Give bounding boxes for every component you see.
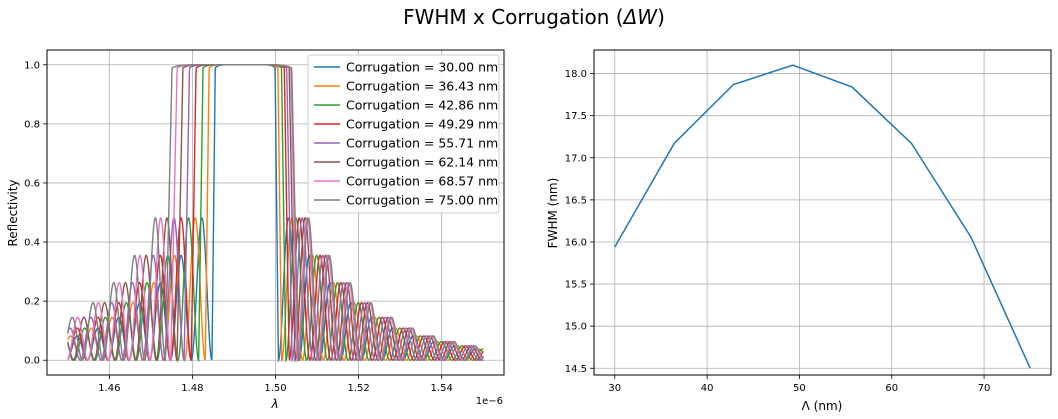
legend-entry-label: Corrugation = 42.86 nm	[346, 98, 498, 113]
reflectivity-y-tick-label: 0.4	[24, 238, 40, 249]
fwhm-grid	[594, 50, 1051, 375]
fwhm-series-line	[614, 64, 1031, 369]
legend-entry-label: Corrugation = 62.14 nm	[346, 155, 498, 170]
reflectivity-x-scale-label: 1e−6	[476, 396, 503, 407]
fwhm-ticks: 30 40 50 60 70 14.5 15.0 15.5 16.0 16.5 17.0 17.5 18…	[565, 69, 991, 394]
fwhm-chart: 30 40 50 60 70 14.5 15.0 15.5 16.0 16.5 17.0 17.5 18…	[546, 49, 1052, 413]
fwhm-x-tick-label: 60	[885, 383, 898, 394]
fwhm-axes-frame	[593, 49, 1052, 376]
fwhm-x-tick-label: 40	[701, 383, 714, 394]
reflectivity-y-axis-label: Reflectivity	[6, 179, 20, 246]
reflectivity-series-line	[67, 64, 484, 363]
fwhm-y-tick-label: 16.5	[565, 195, 587, 206]
fwhm-x-tick-label: 70	[978, 383, 991, 394]
reflectivity-y-tick-label: 0.2	[24, 297, 40, 308]
reflectivity-x-tick-label: 1.54	[431, 383, 453, 394]
reflectivity-y-tick-label: 0.0	[24, 356, 40, 367]
fwhm-y-tick-label: 16.0	[565, 237, 587, 248]
reflectivity-ticks: 1.46 1.48 1.50 1.52 1.54 0.0 0.2 0.4 0.6 0.8 1.0	[24, 60, 453, 394]
fwhm-y-tick-label: 17.0	[565, 153, 587, 164]
fwhm-lines	[614, 64, 1031, 369]
reflectivity-legend: Corrugation = 30.00 nm Corrugation = 36.4…	[307, 54, 500, 214]
reflectivity-x-tick-label: 1.46	[98, 383, 120, 394]
reflectivity-chart: 1.46 1.48 1.50 1.52 1.54 0.0 0.2 0.4 0.6 0.8 1.0 λ…	[6, 49, 505, 411]
reflectivity-y-tick-label: 0.8	[24, 119, 40, 130]
fwhm-y-tick-label: 14.5	[565, 364, 587, 375]
legend-entry-label: Corrugation = 49.29 nm	[346, 117, 498, 132]
legend-entry-label: Corrugation = 36.43 nm	[346, 79, 498, 94]
legend-box	[307, 54, 500, 214]
reflectivity-y-tick-label: 0.6	[24, 178, 40, 189]
reflectivity-x-tick-label: 1.52	[347, 383, 369, 394]
fwhm-y-tick-label: 18.0	[565, 69, 587, 80]
reflectivity-x-axis-label: λ	[270, 397, 278, 411]
reflectivity-x-tick-label: 1.50	[264, 383, 286, 394]
fwhm-y-axis-label: FWHM (nm)	[546, 178, 560, 249]
legend-entry-label: Corrugation = 30.00 nm	[346, 60, 498, 75]
reflectivity-lines	[67, 64, 484, 363]
fwhm-y-tick-label: 15.0	[565, 322, 587, 333]
reflectivity-y-tick-label: 1.0	[24, 60, 40, 71]
fwhm-x-tick-label: 50	[793, 383, 806, 394]
legend-entry-label: Corrugation = 55.71 nm	[346, 136, 498, 151]
figure-title: FWHM x Corrugation (ΔW)	[403, 5, 665, 29]
reflectivity-x-tick-label: 1.48	[181, 383, 203, 394]
fwhm-y-tick-label: 15.5	[565, 280, 587, 291]
fwhm-x-tick-label: 30	[608, 383, 621, 394]
fwhm-y-tick-label: 17.5	[565, 111, 587, 122]
legend-entry-label: Corrugation = 68.57 nm	[346, 174, 498, 189]
fwhm-x-axis-label: Λ (nm)	[802, 399, 843, 413]
legend-entry-label: Corrugation = 75.00 nm	[346, 193, 498, 208]
